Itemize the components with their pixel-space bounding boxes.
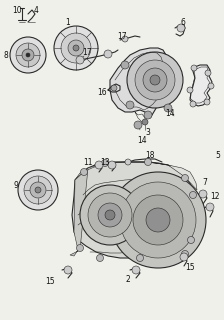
Circle shape [30,182,46,198]
Circle shape [111,85,117,91]
Polygon shape [75,162,197,190]
Polygon shape [72,162,197,258]
Text: 4: 4 [34,5,39,14]
Text: 3: 3 [146,127,151,137]
Circle shape [104,50,112,58]
Circle shape [181,251,189,258]
Circle shape [26,53,30,57]
Circle shape [132,266,140,274]
Circle shape [125,159,131,165]
Circle shape [122,36,128,42]
Text: 10: 10 [12,5,22,14]
Circle shape [73,45,79,51]
Circle shape [16,43,40,67]
Text: 13: 13 [100,157,110,166]
Text: 11: 11 [83,157,93,166]
Circle shape [177,24,185,32]
Circle shape [143,68,167,92]
Text: 5: 5 [215,150,220,159]
Text: 14: 14 [165,108,175,117]
Text: 17: 17 [117,31,127,41]
Circle shape [181,174,189,181]
Circle shape [134,121,142,129]
Text: 14: 14 [137,135,147,145]
Circle shape [204,99,210,105]
Text: 1: 1 [66,18,70,27]
Circle shape [199,190,207,198]
Circle shape [126,101,134,109]
Circle shape [206,203,214,211]
Text: 16: 16 [97,87,107,97]
Circle shape [127,52,183,108]
Text: 2: 2 [126,276,130,284]
Circle shape [144,111,152,119]
Circle shape [187,236,194,244]
Circle shape [150,75,160,85]
Circle shape [98,203,122,227]
Circle shape [97,254,103,261]
Circle shape [18,170,58,210]
Circle shape [68,40,84,56]
Polygon shape [70,168,88,256]
Circle shape [135,60,175,100]
Circle shape [10,37,46,73]
Circle shape [121,61,129,69]
Circle shape [77,244,84,252]
Text: 9: 9 [14,180,18,189]
Polygon shape [110,48,170,118]
Circle shape [64,266,72,274]
Circle shape [180,253,188,261]
Circle shape [61,33,91,63]
Text: 8: 8 [4,51,8,60]
Circle shape [190,191,196,198]
Circle shape [35,187,41,193]
Text: 18: 18 [145,150,155,159]
Circle shape [136,254,144,261]
Circle shape [80,169,88,175]
Circle shape [76,56,84,64]
Text: 15: 15 [185,262,195,271]
Circle shape [164,104,172,112]
Text: 7: 7 [202,178,207,187]
Text: 12: 12 [210,191,220,201]
Circle shape [144,158,151,165]
Circle shape [105,210,115,220]
Circle shape [142,119,148,125]
Circle shape [80,185,140,245]
Text: 6: 6 [181,18,185,27]
Circle shape [22,49,34,61]
Circle shape [110,172,206,268]
Circle shape [95,161,103,169]
Text: 17: 17 [82,47,92,57]
Polygon shape [190,65,212,106]
Circle shape [54,26,98,70]
Circle shape [190,101,196,107]
Circle shape [133,195,183,245]
Circle shape [187,87,193,93]
Circle shape [191,65,197,71]
Circle shape [146,208,170,232]
Text: 15: 15 [45,277,55,286]
Circle shape [88,193,132,237]
Circle shape [120,182,196,258]
Circle shape [101,159,108,166]
Circle shape [24,176,52,204]
Circle shape [108,161,116,169]
Circle shape [208,83,214,89]
Circle shape [205,70,211,76]
